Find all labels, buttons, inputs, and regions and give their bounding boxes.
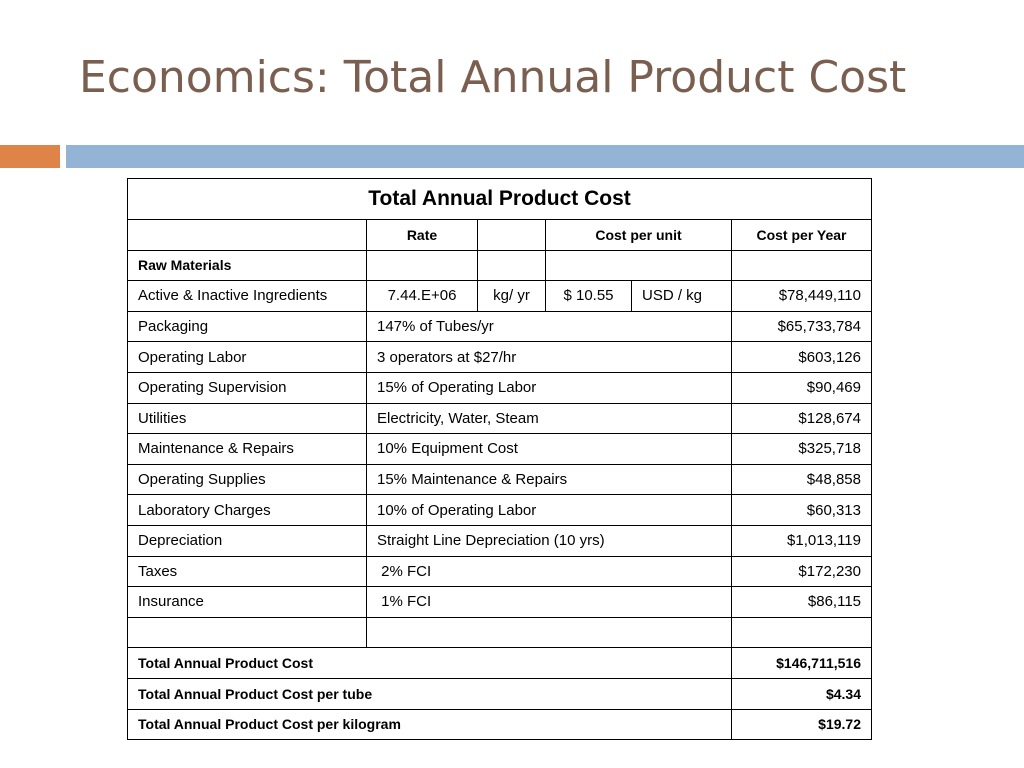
total-label: Total Annual Product Cost bbox=[127, 647, 732, 679]
total-value: $4.34 bbox=[731, 677, 872, 710]
total-row: Total Annual Product Cost $146,711,516 bbox=[127, 647, 872, 679]
row-cost: $90,469 bbox=[731, 371, 872, 404]
empty-cell bbox=[731, 249, 872, 282]
row-basis: 147% of Tubes/yr bbox=[366, 310, 732, 343]
table-caption: Total Annual Product Cost bbox=[127, 178, 872, 220]
table-row: Operating Supplies 15% Maintenance & Rep… bbox=[127, 463, 872, 496]
row-cost: $60,313 bbox=[731, 494, 872, 526]
header-empty-cell bbox=[127, 219, 367, 251]
empty-row bbox=[127, 616, 872, 649]
row-label: Operating Supervision bbox=[127, 371, 367, 404]
row-label: Packaging bbox=[127, 310, 367, 343]
table-row: Operating Supervision 15% of Operating L… bbox=[127, 371, 872, 404]
total-value: $19.72 bbox=[731, 708, 872, 741]
table-row: Operating Labor 3 operators at $27/hr $6… bbox=[127, 341, 872, 373]
row-basis: 15% Maintenance & Repairs bbox=[366, 463, 732, 496]
row-label: Insurance bbox=[127, 586, 367, 618]
table-row: Insurance 1% FCI $86,115 bbox=[127, 586, 872, 618]
row-cost: $65,733,784 bbox=[731, 310, 872, 343]
empty-cell bbox=[127, 616, 367, 649]
row-cost: $128,674 bbox=[731, 402, 872, 435]
row-cost: $48,858 bbox=[731, 463, 872, 496]
row-cost: $172,230 bbox=[731, 555, 872, 588]
row-cost: $1,013,119 bbox=[731, 524, 872, 557]
row-basis: Straight Line Depreciation (10 yrs) bbox=[366, 524, 732, 557]
row-label: Operating Labor bbox=[127, 341, 367, 373]
section-label-raw-materials: Raw Materials bbox=[127, 249, 367, 282]
accent-bar-blue bbox=[66, 145, 1024, 168]
table-row: Maintenance & Repairs 10% Equipment Cost… bbox=[127, 433, 872, 465]
row-label: Depreciation bbox=[127, 524, 367, 557]
empty-cell bbox=[477, 249, 546, 282]
cost-table: Total Annual Product Cost Rate Cost per … bbox=[127, 178, 872, 741]
section-row: Raw Materials bbox=[127, 249, 872, 282]
empty-cell bbox=[366, 616, 732, 649]
header-rate: Rate bbox=[366, 219, 478, 251]
row-label: Utilities bbox=[127, 402, 367, 435]
unit-cost: $ 10.55 bbox=[545, 280, 632, 312]
total-value: $146,711,516 bbox=[731, 647, 872, 679]
table-header-row: Rate Cost per unit Cost per Year bbox=[127, 219, 872, 251]
table-row: Taxes 2% FCI $172,230 bbox=[127, 555, 872, 588]
row-cost: $603,126 bbox=[731, 341, 872, 373]
empty-cell bbox=[731, 616, 872, 649]
accent-bar-orange bbox=[0, 145, 60, 168]
empty-cell bbox=[366, 249, 478, 282]
row-label: Maintenance & Repairs bbox=[127, 433, 367, 465]
table-row: Laboratory Charges 10% of Operating Labo… bbox=[127, 494, 872, 526]
row-cost: $325,718 bbox=[731, 433, 872, 465]
total-label: Total Annual Product Cost per kilogram bbox=[127, 708, 732, 741]
row-basis: 10% of Operating Labor bbox=[366, 494, 732, 526]
row-label: Operating Supplies bbox=[127, 463, 367, 496]
slide-title: Economics: Total Annual Product Cost bbox=[79, 52, 907, 103]
unit-cost-unit: USD / kg bbox=[631, 280, 732, 312]
table-caption-row: Total Annual Product Cost bbox=[127, 178, 872, 220]
table-row: Packaging 147% of Tubes/yr $65,733,784 bbox=[127, 310, 872, 343]
rate-unit: kg/ yr bbox=[477, 280, 546, 312]
row-label: Taxes bbox=[127, 555, 367, 588]
row-cost: $86,115 bbox=[731, 586, 872, 618]
row-cost: $78,449,110 bbox=[731, 280, 872, 312]
row-label: Laboratory Charges bbox=[127, 494, 367, 526]
total-row: Total Annual Product Cost per tube $4.34 bbox=[127, 677, 872, 710]
header-cost-per-year: Cost per Year bbox=[731, 219, 872, 251]
total-label: Total Annual Product Cost per tube bbox=[127, 677, 732, 710]
row-basis: 1% FCI bbox=[366, 586, 732, 618]
table-row: Depreciation Straight Line Depreciation … bbox=[127, 524, 872, 557]
row-basis: 3 operators at $27/hr bbox=[366, 341, 732, 373]
row-basis: 10% Equipment Cost bbox=[366, 433, 732, 465]
row-basis: Electricity, Water, Steam bbox=[366, 402, 732, 435]
row-basis: 15% of Operating Labor bbox=[366, 371, 732, 404]
row-basis: 2% FCI bbox=[366, 555, 732, 588]
table-row: Active & Inactive Ingredients 7.44.E+06 … bbox=[127, 280, 872, 312]
header-cost-per-unit: Cost per unit bbox=[545, 219, 732, 251]
row-label: Active & Inactive Ingredients bbox=[127, 280, 367, 312]
header-empty-cell bbox=[477, 219, 546, 251]
empty-cell bbox=[545, 249, 732, 282]
rate-value: 7.44.E+06 bbox=[366, 280, 478, 312]
total-row: Total Annual Product Cost per kilogram $… bbox=[127, 708, 872, 741]
table-row: Utilities Electricity, Water, Steam $128… bbox=[127, 402, 872, 435]
